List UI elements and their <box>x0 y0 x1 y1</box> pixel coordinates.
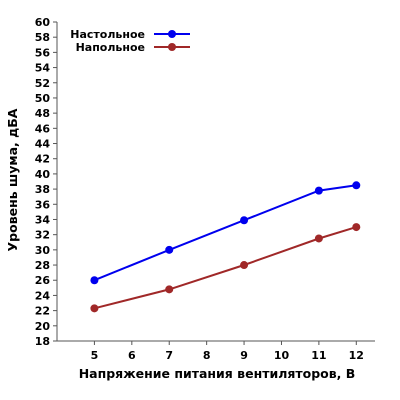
data-point <box>240 261 249 270</box>
data-point <box>314 186 323 195</box>
y-tick-label: 50 <box>35 92 51 105</box>
y-tick-label: 30 <box>35 244 51 257</box>
y-tick-label: 52 <box>35 77 50 90</box>
y-tick-label: 44 <box>35 138 51 151</box>
y-axis-title: Уровень шума, дБА <box>5 108 20 251</box>
y-tick-label: 48 <box>35 107 50 120</box>
y-tick-label: 58 <box>35 31 50 44</box>
x-tick-label: 6 <box>128 349 136 362</box>
y-tick-label: 42 <box>35 153 50 166</box>
y-tick-labels: 18 20 22 24 26 28 30 32 34 36 38 40 42 44 46 48 50 52 54 56… <box>35 16 51 348</box>
y-tick-label: 32 <box>35 229 50 242</box>
legend-label: Настольное <box>70 28 145 41</box>
x-tick-label: 11 <box>311 349 326 362</box>
data-point <box>165 245 174 254</box>
y-tick-label: 36 <box>35 198 51 211</box>
x-tick-label: 5 <box>91 349 99 362</box>
y-tick-label: 38 <box>35 183 50 196</box>
y-tick-label: 26 <box>35 274 51 287</box>
y-tick-label: 28 <box>35 259 50 272</box>
series-1 <box>90 181 361 285</box>
y-tick-label: 34 <box>35 213 51 226</box>
data-point <box>165 285 174 294</box>
legend-item: Настольное <box>70 28 190 41</box>
data-point <box>90 276 99 285</box>
data-point <box>240 216 249 225</box>
legend-item: Напольное <box>76 41 190 54</box>
y-tick-label: 60 <box>35 16 51 29</box>
x-tick-label: 7 <box>165 349 173 362</box>
data-point <box>352 223 361 232</box>
data-point <box>352 181 361 190</box>
tick-marks <box>53 21 357 345</box>
series-lines <box>90 181 361 313</box>
x-tick-labels: 5 6 7 8 9 10 11 12 <box>91 349 364 362</box>
x-tick-label: 10 <box>274 349 290 362</box>
y-tick-label: 18 <box>35 335 50 348</box>
y-tick-label: 54 <box>35 62 51 75</box>
x-tick-label: 9 <box>240 349 248 362</box>
series-2 <box>90 223 361 313</box>
y-tick-label: 40 <box>35 168 51 181</box>
data-point <box>314 234 323 243</box>
legend-marker <box>168 30 176 38</box>
data-point <box>90 304 99 313</box>
y-tick-label: 22 <box>35 305 50 318</box>
x-tick-label: 12 <box>349 349 364 362</box>
axes <box>56 22 375 342</box>
y-tick-label: 46 <box>35 122 51 135</box>
y-tick-label: 24 <box>35 289 51 302</box>
x-axis-title: Напряжение питания вентиляторов, В <box>79 366 356 381</box>
legend-label: Напольное <box>76 41 145 54</box>
x-tick-label: 8 <box>203 349 211 362</box>
series-line <box>94 184 357 282</box>
y-tick-label: 56 <box>35 46 51 59</box>
legend-marker <box>168 43 176 51</box>
y-tick-label: 20 <box>35 320 51 333</box>
